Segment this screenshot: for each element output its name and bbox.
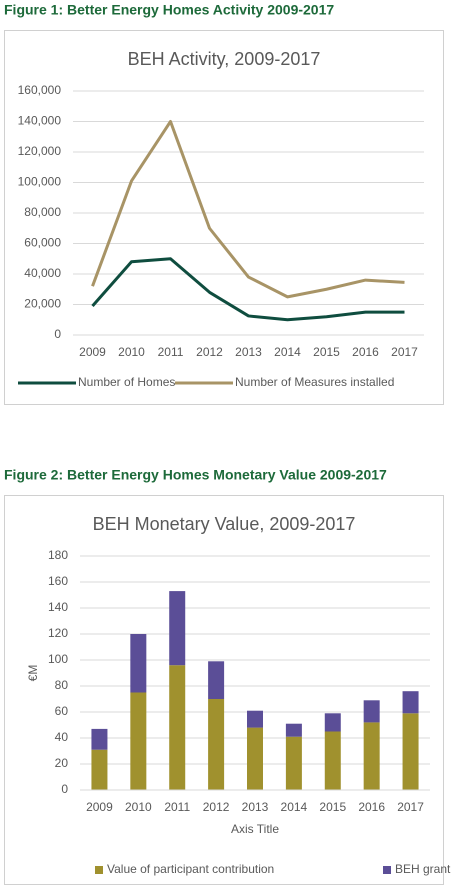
chart-frame <box>4 30 444 405</box>
y-tick-label: 0 <box>54 327 61 341</box>
legend-label: BEH grant <box>395 862 451 876</box>
bar <box>402 713 419 790</box>
legend-label: Number of Homes <box>78 375 175 389</box>
x-tick-label: 2014 <box>274 345 301 359</box>
y-tick-label: 80,000 <box>24 205 61 219</box>
bar <box>169 591 186 666</box>
y-tick-label: 160 <box>48 574 68 588</box>
bar <box>324 731 341 790</box>
y-tick-label: 20,000 <box>24 297 61 311</box>
y-tick-label: 100,000 <box>18 175 62 189</box>
y-tick-label: 40,000 <box>24 266 61 280</box>
chart-title: BEH Activity, 2009-2017 <box>128 49 321 69</box>
bar <box>208 699 225 790</box>
bar <box>247 727 263 790</box>
chart-title: BEH Monetary Value, 2009-2017 <box>93 514 356 534</box>
y-tick-label: 40 <box>55 730 69 744</box>
y-tick-label: 120 <box>48 626 68 640</box>
x-tick-label: 2012 <box>196 345 223 359</box>
legend-swatch <box>383 866 391 874</box>
bar <box>285 723 302 737</box>
x-tick-label: 2015 <box>319 800 346 814</box>
x-tick-label: 2013 <box>242 800 269 814</box>
bar <box>130 692 147 790</box>
x-tick-label: 2012 <box>203 800 230 814</box>
x-tick-label: 2016 <box>358 800 385 814</box>
x-tick-label: 2016 <box>352 345 379 359</box>
bar <box>169 665 186 790</box>
x-tick-label: 2015 <box>313 345 340 359</box>
y-tick-label: 60,000 <box>24 236 61 250</box>
y-tick-label: 180 <box>48 548 68 562</box>
y-tick-label: 0 <box>61 782 68 796</box>
x-tick-label: 2017 <box>397 800 424 814</box>
x-tick-label: 2011 <box>164 800 190 814</box>
x-tick-label: 2009 <box>79 345 106 359</box>
y-tick-label: 60 <box>55 704 69 718</box>
chart-frame <box>4 495 444 885</box>
x-axis-title: Axis Title <box>231 822 279 836</box>
bar <box>130 634 147 693</box>
y-tick-label: 100 <box>48 652 68 666</box>
bar <box>402 691 419 714</box>
line-series <box>91 120 405 299</box>
bar <box>363 722 380 790</box>
bar <box>91 749 108 790</box>
line-series <box>91 257 405 322</box>
x-tick-label: 2014 <box>281 800 308 814</box>
x-tick-label: 2010 <box>125 800 152 814</box>
legend-label: Value of participant contribution <box>107 862 274 876</box>
bar <box>208 661 225 699</box>
x-tick-label: 2017 <box>391 345 418 359</box>
y-tick-label: 140,000 <box>18 114 62 128</box>
bar <box>247 710 263 728</box>
figure-caption: Figure 2: Better Energy Homes Monetary V… <box>4 467 387 483</box>
x-tick-label: 2009 <box>86 800 113 814</box>
y-tick-label: 120,000 <box>18 144 62 158</box>
x-tick-label: 2013 <box>235 345 262 359</box>
legend-label: Number of Measures installed <box>235 375 394 389</box>
bar <box>91 728 108 750</box>
figure-caption: Figure 1: Better Energy Homes Activity 2… <box>4 2 334 18</box>
y-tick-label: 140 <box>48 600 68 614</box>
y-tick-label: 20 <box>55 756 69 770</box>
bar <box>285 736 302 790</box>
bar <box>324 713 341 732</box>
x-tick-label: 2011 <box>158 345 184 359</box>
legend-swatch <box>95 866 103 874</box>
y-tick-label: 160,000 <box>18 83 62 97</box>
x-tick-label: 2010 <box>118 345 145 359</box>
bar <box>363 700 380 723</box>
y-tick-label: 80 <box>55 678 69 692</box>
y-axis-title: €M <box>26 665 40 682</box>
